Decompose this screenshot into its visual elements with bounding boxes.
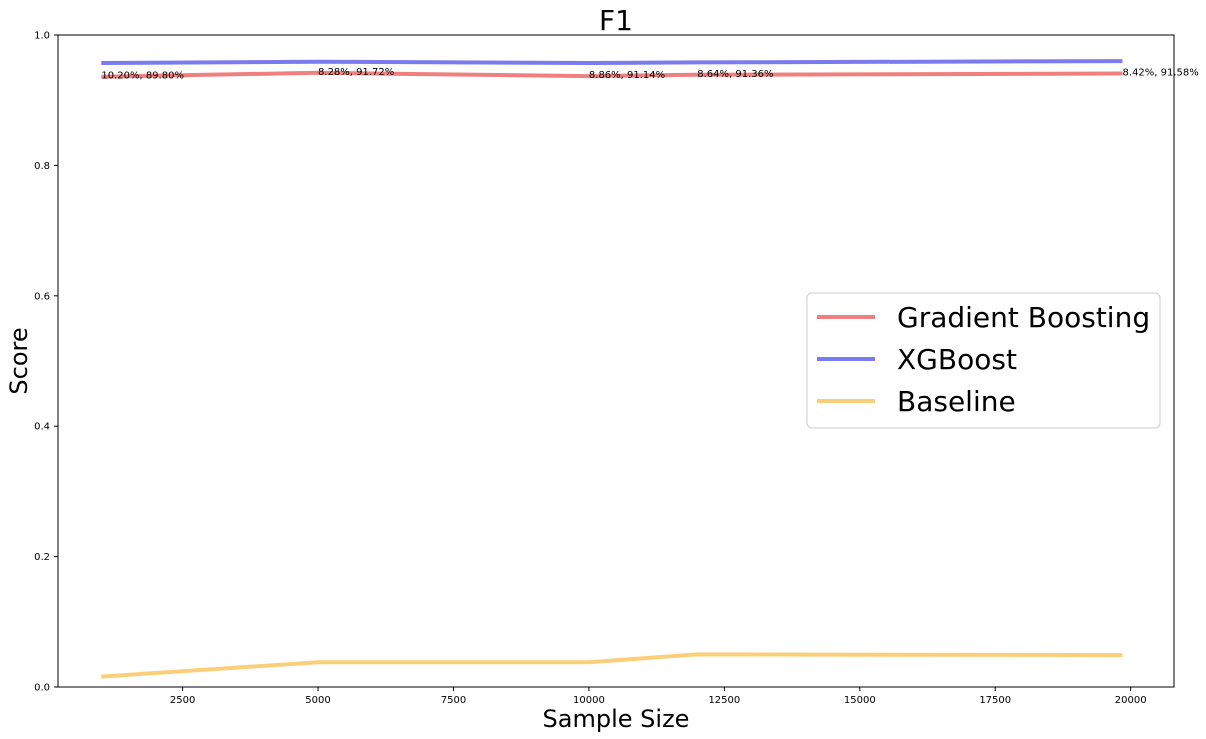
y-tick-label: 0.2 xyxy=(34,552,50,563)
x-tick-label: 12500 xyxy=(708,695,740,706)
x-axis-label: Sample Size xyxy=(543,705,690,733)
data-label: 8.42%, 91.58% xyxy=(1123,67,1199,78)
series-line-gradient-boosting xyxy=(101,70,1123,79)
y-tick-label: 0.6 xyxy=(34,291,50,302)
series-line-xgboost xyxy=(101,59,1123,65)
data-label: 8.28%, 91.72% xyxy=(318,67,394,78)
x-tick-label: 5000 xyxy=(305,695,330,706)
data-annotations: 10.20%, 89.80% 8.28%, 91.72% 8.86%, 91.14%… xyxy=(101,67,1198,82)
legend-label: XGBoost xyxy=(897,343,1017,376)
y-axis-ticks: 0.0 0.2 0.4 0.6 0.8 1.0 xyxy=(34,31,58,694)
y-tick-label: 0.0 xyxy=(34,683,50,694)
legend: Gradient Boosting XGBoost Baseline xyxy=(806,292,1161,429)
series-line-baseline xyxy=(101,652,1123,679)
x-tick-label: 7500 xyxy=(441,695,466,706)
x-tick-label: 10000 xyxy=(573,695,605,706)
x-tick-label: 2500 xyxy=(170,695,195,706)
chart-title: F1 xyxy=(599,4,633,37)
data-label: 10.20%, 89.80% xyxy=(101,71,184,82)
x-tick-label: 17500 xyxy=(979,695,1011,706)
y-tick-label: 1.0 xyxy=(34,31,50,42)
x-tick-label: 15000 xyxy=(844,695,876,706)
x-axis-ticks: 2500 5000 7500 10000 12500 15000 17500 20000 xyxy=(170,687,1147,706)
y-axis-label: Score xyxy=(5,327,33,394)
data-label: 8.86%, 91.14% xyxy=(589,70,665,81)
y-tick-label: 0.8 xyxy=(34,161,50,172)
legend-box xyxy=(806,292,1161,429)
y-tick-label: 0.4 xyxy=(34,422,50,433)
data-label: 8.64%, 91.36% xyxy=(697,69,773,80)
legend-label: Gradient Boosting xyxy=(897,301,1150,334)
legend-label: Baseline xyxy=(897,385,1016,418)
series-lines xyxy=(101,59,1123,679)
x-tick-label: 20000 xyxy=(1115,695,1147,706)
